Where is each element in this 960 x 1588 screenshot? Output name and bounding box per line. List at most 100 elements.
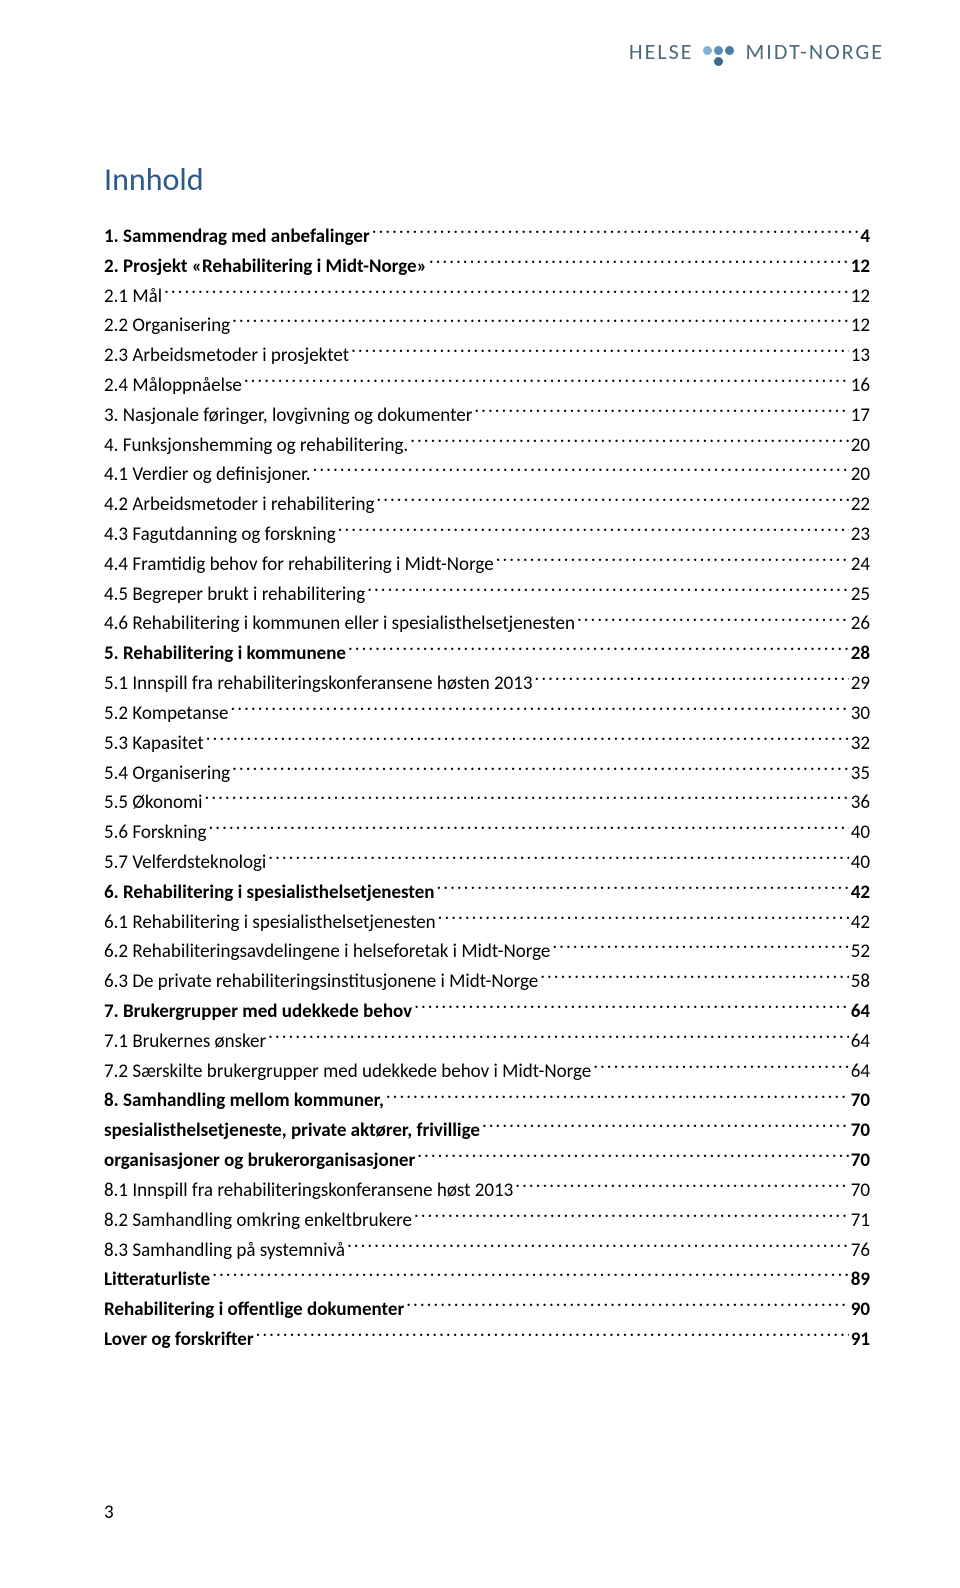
toc-leader bbox=[438, 907, 849, 928]
toc-item-label: 5.3 Kapasitet bbox=[104, 730, 204, 758]
toc-leader bbox=[205, 787, 849, 808]
toc-item[interactable]: 2.3 Arbeidsmetoder i prosjektet13 bbox=[104, 340, 870, 370]
toc-item[interactable]: 2.2 Organisering12 bbox=[104, 310, 870, 340]
toc-item[interactable]: 4.4 Framtidig behov for rehabilitering i… bbox=[104, 549, 870, 579]
toc-item-label: 5.7 Velferdsteknologi bbox=[104, 849, 266, 877]
toc-item-label: 5. Rehabilitering i kommunene bbox=[104, 640, 346, 668]
toc-leader bbox=[208, 817, 848, 838]
toc-item-page: 70 bbox=[851, 1177, 870, 1205]
toc-item[interactable]: 5.5 Økonomi 36 bbox=[104, 787, 870, 817]
toc-leader bbox=[417, 1145, 849, 1166]
toc-item[interactable]: 7. Brukergrupper med udekkede behov64 bbox=[104, 996, 870, 1026]
toc-leader bbox=[429, 251, 849, 272]
toc-item-page: 36 bbox=[851, 789, 870, 817]
toc-item-page: 20 bbox=[851, 461, 870, 489]
toc-leader bbox=[367, 579, 849, 600]
toc-item[interactable]: 6.1 Rehabilitering i spesialisthelsetjen… bbox=[104, 907, 870, 937]
toc-item[interactable]: 4.3 Fagutdanning og forskning23 bbox=[104, 519, 870, 549]
toc-item[interactable]: organisasjoner og brukerorganisasjoner 70 bbox=[104, 1145, 870, 1175]
toc-item-label: 8.1 Innspill fra rehabiliteringskonferan… bbox=[104, 1177, 513, 1205]
toc-item[interactable]: 8. Samhandling mellom kommuner, 70 bbox=[104, 1086, 870, 1116]
toc-item[interactable]: 5.7 Velferdsteknologi 40 bbox=[104, 847, 870, 877]
toc-item-label: 7.1 Brukernes ønsker bbox=[104, 1028, 266, 1056]
toc-item[interactable]: 2.4 Måloppnåelse16 bbox=[104, 370, 870, 400]
toc-leader bbox=[406, 1294, 849, 1315]
toc-item[interactable]: 8.1 Innspill fra rehabiliteringskonferan… bbox=[104, 1175, 870, 1205]
toc-leader bbox=[540, 966, 849, 987]
toc-item[interactable]: 5. Rehabilitering i kommunene 28 bbox=[104, 638, 870, 668]
logo-dots-icon bbox=[699, 36, 739, 66]
toc-item-label: 2. Prosjekt «Rehabilitering i Midt-Norge… bbox=[104, 253, 427, 281]
toc-item[interactable]: 7.2 Særskilte brukergrupper med udekkede… bbox=[104, 1056, 870, 1086]
toc-item-page: 12 bbox=[851, 283, 870, 311]
toc-leader bbox=[376, 489, 848, 510]
toc-item-label: 6.2 Rehabiliteringsavdelingene i helsefo… bbox=[104, 938, 550, 966]
toc-item-label: 1. Sammendrag med anbefalinger bbox=[104, 223, 370, 251]
toc-item[interactable]: Lover og forskrifter91 bbox=[104, 1324, 870, 1354]
toc-item-label: 5.5 Økonomi bbox=[104, 789, 203, 817]
toc-item[interactable]: 6. Rehabilitering i spesialisthelsetjene… bbox=[104, 877, 870, 907]
toc-item-page: 52 bbox=[851, 938, 870, 966]
toc-leader bbox=[206, 728, 849, 749]
toc-item-page: 71 bbox=[851, 1207, 870, 1235]
toc-item[interactable]: 6.2 Rehabiliteringsavdelingene i helsefo… bbox=[104, 937, 870, 967]
toc-title: Innhold bbox=[104, 160, 870, 199]
toc-item-label: 8. Samhandling mellom kommuner, bbox=[104, 1087, 384, 1115]
toc-leader bbox=[232, 310, 849, 331]
toc-item[interactable]: 4.2 Arbeidsmetoder i rehabilitering 22 bbox=[104, 489, 870, 519]
toc-item[interactable]: Rehabilitering i offentlige dokumenter90 bbox=[104, 1294, 870, 1324]
toc-item-page: 22 bbox=[851, 491, 870, 519]
toc-item-page: 28 bbox=[851, 640, 870, 668]
toc-leader bbox=[593, 1056, 849, 1077]
toc-item-label: 2.1 Mål bbox=[104, 283, 162, 311]
toc-item-label: 5.6 Forskning bbox=[104, 819, 206, 847]
toc-item[interactable]: 3. Nasjonale føringer, lovgivning og dok… bbox=[104, 400, 870, 430]
toc-leader bbox=[515, 1175, 848, 1196]
toc-leader bbox=[268, 1026, 849, 1047]
toc-item[interactable]: 2.1 Mål 12 bbox=[104, 281, 870, 311]
toc-item[interactable]: 8.2 Samhandling omkring enkeltbrukere 71 bbox=[104, 1205, 870, 1235]
toc-leader bbox=[338, 519, 849, 540]
toc-item-page: 30 bbox=[851, 700, 870, 728]
toc-item-page: 13 bbox=[851, 342, 870, 370]
toc-item-label: 2.4 Måloppnåelse bbox=[104, 372, 242, 400]
toc-item-page: 4 bbox=[860, 223, 870, 251]
toc-item[interactable]: 4.6 Rehabilitering i kommunen eller i sp… bbox=[104, 609, 870, 639]
toc-item[interactable]: 4.5 Begreper brukt i rehabilitering25 bbox=[104, 579, 870, 609]
toc-item-label: Litteraturliste bbox=[104, 1266, 210, 1294]
toc-item[interactable]: 5.1 Innspill fra rehabiliteringskonferan… bbox=[104, 668, 870, 698]
toc-item-page: 12 bbox=[851, 253, 870, 281]
toc-item-page: 32 bbox=[851, 730, 870, 758]
toc-item-label: organisasjoner og brukerorganisasjoner bbox=[104, 1147, 415, 1175]
toc-item-label: 5.4 Organisering bbox=[104, 760, 230, 788]
toc-leader bbox=[372, 221, 859, 242]
toc-item[interactable]: Litteraturliste89 bbox=[104, 1264, 870, 1294]
toc-item[interactable]: 5.6 Forskning40 bbox=[104, 817, 870, 847]
toc-item-page: 70 bbox=[851, 1147, 870, 1175]
toc-item-page: 64 bbox=[851, 1028, 870, 1056]
toc-leader bbox=[414, 996, 849, 1017]
toc-item-page: 40 bbox=[851, 849, 870, 877]
toc-item[interactable]: 7.1 Brukernes ønsker 64 bbox=[104, 1026, 870, 1056]
toc-leader bbox=[496, 549, 849, 570]
logo-text-left: HELSE bbox=[629, 38, 694, 65]
toc-item[interactable]: 6.3 De private rehabiliteringsinstitusjo… bbox=[104, 966, 870, 996]
toc-leader bbox=[347, 1235, 849, 1256]
toc-item-label: 4.2 Arbeidsmetoder i rehabilitering bbox=[104, 491, 374, 519]
toc-item[interactable]: 2. Prosjekt «Rehabilitering i Midt-Norge… bbox=[104, 251, 870, 281]
toc-item[interactable]: 5.2 Kompetanse30 bbox=[104, 698, 870, 728]
toc-item[interactable]: 4. Funksjonshemming og rehabilitering.20 bbox=[104, 430, 870, 460]
toc-item-label: 4.3 Fagutdanning og forskning bbox=[104, 521, 336, 549]
toc-item[interactable]: spesialisthelsetjeneste, private aktører… bbox=[104, 1115, 870, 1145]
toc-item[interactable]: 8.3 Samhandling på systemnivå76 bbox=[104, 1235, 870, 1265]
toc-item-label: 7. Brukergrupper med udekkede behov bbox=[104, 998, 412, 1026]
toc-leader bbox=[351, 340, 849, 361]
toc-item[interactable]: 4.1 Verdier og definisjoner.20 bbox=[104, 460, 870, 490]
toc-item-label: 8.2 Samhandling omkring enkeltbrukere bbox=[104, 1207, 412, 1235]
toc-item[interactable]: 1. Sammendrag med anbefalinger 4 bbox=[104, 221, 870, 251]
toc-item-page: 70 bbox=[851, 1087, 870, 1115]
toc-item[interactable]: 5.4 Organisering35 bbox=[104, 758, 870, 788]
toc-leader bbox=[414, 1205, 849, 1226]
toc-item-page: 58 bbox=[851, 968, 870, 996]
toc-item[interactable]: 5.3 Kapasitet 32 bbox=[104, 728, 870, 758]
